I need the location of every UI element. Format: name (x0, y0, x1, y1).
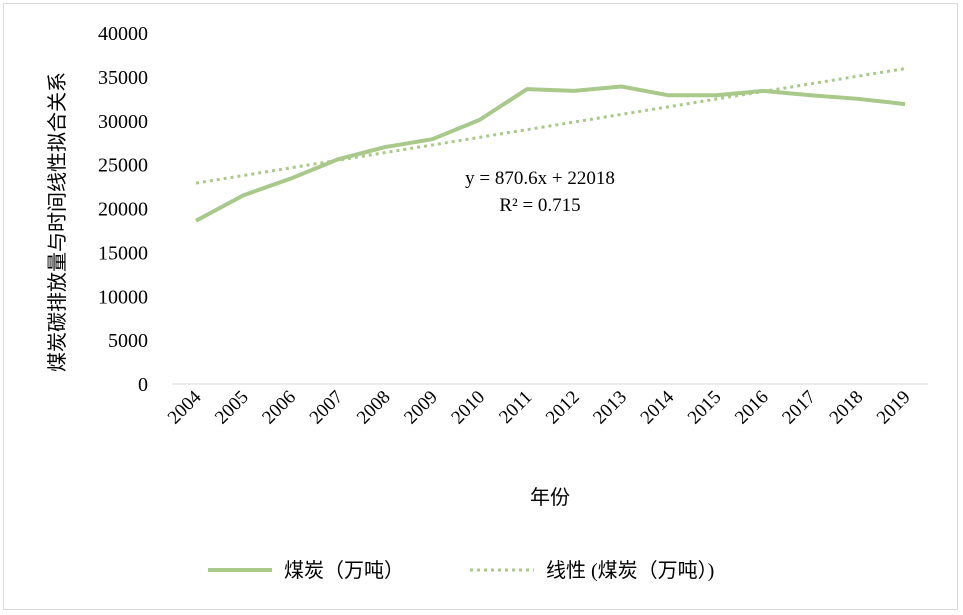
x-tick-label: 2018 (826, 387, 868, 429)
x-tick-label: 2014 (637, 386, 679, 428)
x-tick-label: 2004 (164, 386, 206, 428)
legend: 煤炭（万吨） 线性 (煤炭（万吨）) (208, 559, 714, 582)
y-tick-label: 20000 (98, 199, 148, 221)
y-tick-label: 25000 (98, 155, 148, 177)
y-tick-label: 30000 (98, 111, 148, 133)
x-tick-label: 2011 (495, 387, 536, 428)
y-tick-label: 10000 (98, 286, 148, 308)
x-tick-label: 2007 (306, 387, 348, 429)
x-tick-label: 2006 (258, 387, 300, 429)
y-tick-label: 40000 (98, 23, 148, 45)
y-axis-title: 煤炭碳排放量与时间线性拟合关系 (46, 72, 69, 372)
trendline (195, 67, 906, 185)
x-tick-label: 2010 (447, 387, 489, 429)
x-tick-label: 2009 (400, 387, 442, 429)
x-tick-label: 2013 (589, 387, 631, 429)
series-line (195, 84, 906, 223)
chart-frame (3, 3, 958, 610)
y-tick-label: 15000 (98, 242, 148, 264)
y-tick-label: 5000 (108, 330, 148, 352)
x-axis-title: 年份 (530, 486, 570, 509)
trend-equation: y = 870.6x + 22018 (465, 168, 615, 189)
legend-series-label: 煤炭（万吨） (284, 559, 404, 582)
legend-trend-label: 线性 (煤炭（万吨）) (546, 559, 714, 582)
y-tick-label: 35000 (98, 67, 148, 89)
x-tick-label: 2017 (778, 387, 820, 429)
trend-r2: R² = 0.715 (499, 195, 580, 216)
x-tick-label: 2019 (873, 387, 915, 429)
y-tick-label: 0 (138, 374, 148, 396)
x-tick-label: 2015 (684, 387, 726, 429)
x-tick-label: 2005 (211, 387, 253, 429)
x-tick-label: 2012 (542, 387, 584, 429)
x-tick-label: 2016 (731, 387, 773, 429)
x-tick-label: 2008 (353, 387, 395, 429)
